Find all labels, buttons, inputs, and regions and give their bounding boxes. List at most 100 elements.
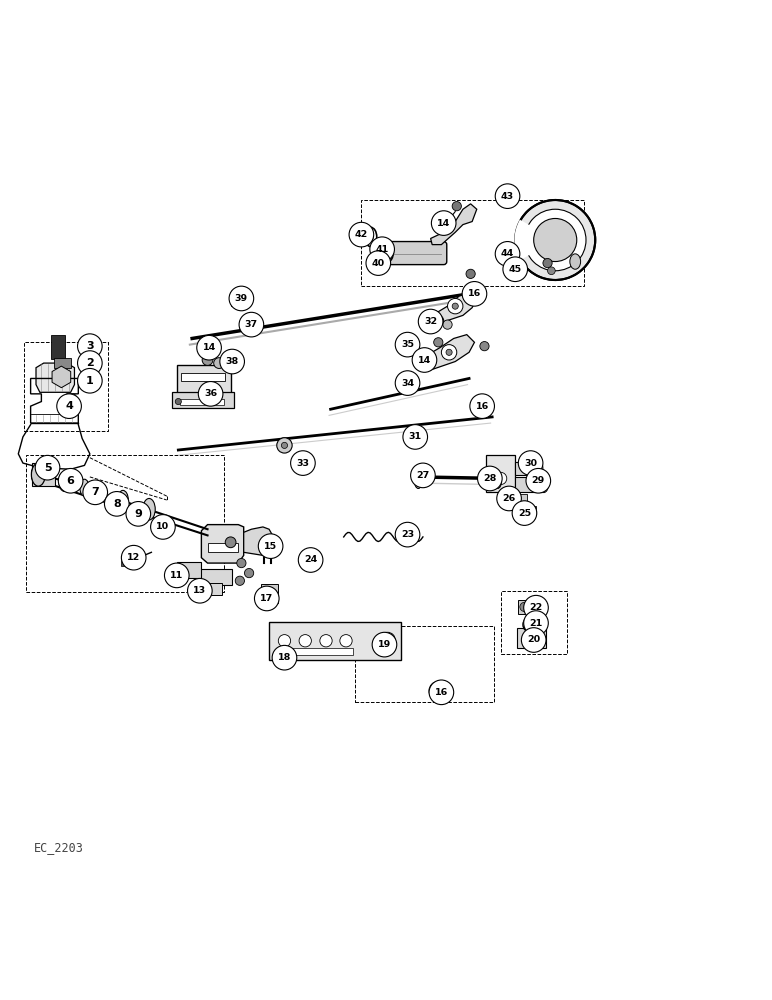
Circle shape	[418, 309, 443, 334]
Bar	[513, 506, 536, 515]
Circle shape	[225, 537, 236, 548]
Circle shape	[151, 515, 175, 539]
Circle shape	[370, 237, 394, 262]
Circle shape	[503, 257, 527, 282]
Circle shape	[235, 576, 245, 585]
Circle shape	[523, 611, 548, 635]
Circle shape	[293, 458, 300, 465]
Circle shape	[77, 368, 102, 393]
Circle shape	[104, 492, 129, 516]
Circle shape	[83, 480, 107, 505]
Text: 25: 25	[518, 509, 531, 518]
Circle shape	[448, 298, 463, 314]
Bar	[205, 583, 222, 595]
Text: 45: 45	[509, 265, 522, 274]
Text: 27: 27	[416, 471, 429, 480]
Ellipse shape	[525, 629, 536, 648]
Circle shape	[277, 438, 292, 453]
Text: 16: 16	[435, 688, 448, 697]
Ellipse shape	[537, 462, 543, 475]
Bar	[180, 399, 225, 405]
Circle shape	[434, 338, 443, 347]
Polygon shape	[201, 525, 244, 563]
Bar	[54, 358, 70, 368]
Text: 34: 34	[401, 379, 414, 388]
Circle shape	[59, 468, 83, 493]
Bar	[516, 628, 546, 648]
Text: 19: 19	[378, 640, 391, 649]
Bar	[177, 365, 231, 394]
Circle shape	[527, 622, 533, 628]
Circle shape	[372, 632, 397, 657]
Bar	[486, 455, 515, 492]
Circle shape	[279, 635, 290, 647]
Circle shape	[470, 394, 494, 418]
Bar	[120, 560, 132, 566]
Text: 36: 36	[204, 389, 217, 398]
Ellipse shape	[117, 490, 128, 510]
Text: 20: 20	[527, 635, 540, 644]
Circle shape	[349, 222, 374, 247]
Text: 43: 43	[501, 192, 514, 201]
Ellipse shape	[384, 247, 391, 258]
Text: 44: 44	[501, 249, 514, 258]
Bar	[361, 200, 584, 286]
Circle shape	[164, 563, 189, 588]
Circle shape	[214, 358, 225, 368]
Text: 35: 35	[401, 340, 414, 349]
Circle shape	[521, 628, 546, 652]
Circle shape	[533, 218, 577, 262]
Circle shape	[478, 466, 502, 491]
Circle shape	[298, 548, 323, 572]
Bar	[26, 455, 225, 592]
Circle shape	[432, 211, 456, 235]
Bar	[518, 600, 541, 614]
Circle shape	[175, 398, 181, 405]
Circle shape	[380, 632, 395, 648]
Text: 16: 16	[476, 402, 489, 411]
Circle shape	[411, 463, 435, 488]
Bar	[501, 591, 567, 654]
Ellipse shape	[68, 394, 77, 411]
Circle shape	[452, 202, 462, 211]
Circle shape	[77, 351, 102, 375]
Bar	[194, 569, 232, 585]
Circle shape	[384, 637, 391, 643]
Circle shape	[526, 468, 550, 493]
Bar	[507, 494, 527, 502]
Text: 38: 38	[225, 357, 239, 366]
Bar	[172, 392, 234, 408]
Circle shape	[281, 442, 287, 448]
Text: 5: 5	[44, 463, 52, 473]
Text: 11: 11	[170, 571, 184, 580]
Ellipse shape	[143, 498, 155, 520]
Polygon shape	[36, 363, 74, 392]
Circle shape	[320, 635, 332, 647]
Text: 4: 4	[65, 401, 73, 411]
Ellipse shape	[80, 479, 89, 496]
Circle shape	[518, 451, 543, 475]
Text: 8: 8	[113, 499, 120, 509]
Ellipse shape	[370, 252, 384, 274]
Polygon shape	[431, 204, 477, 245]
Bar	[25, 342, 107, 431]
Text: 37: 37	[245, 320, 258, 329]
Text: 13: 13	[193, 586, 206, 595]
Text: 41: 41	[375, 245, 389, 254]
Circle shape	[494, 472, 506, 485]
Circle shape	[520, 602, 529, 612]
Bar	[231, 298, 243, 306]
Bar	[234, 296, 240, 308]
Bar	[515, 477, 544, 492]
Text: 22: 22	[530, 603, 543, 612]
Ellipse shape	[570, 254, 581, 269]
Circle shape	[126, 502, 151, 526]
Polygon shape	[432, 292, 477, 323]
Circle shape	[506, 496, 512, 502]
Circle shape	[495, 184, 520, 208]
Circle shape	[202, 355, 213, 365]
Text: 30: 30	[524, 459, 537, 468]
Bar	[208, 543, 239, 552]
Circle shape	[466, 269, 476, 278]
Circle shape	[273, 645, 296, 670]
